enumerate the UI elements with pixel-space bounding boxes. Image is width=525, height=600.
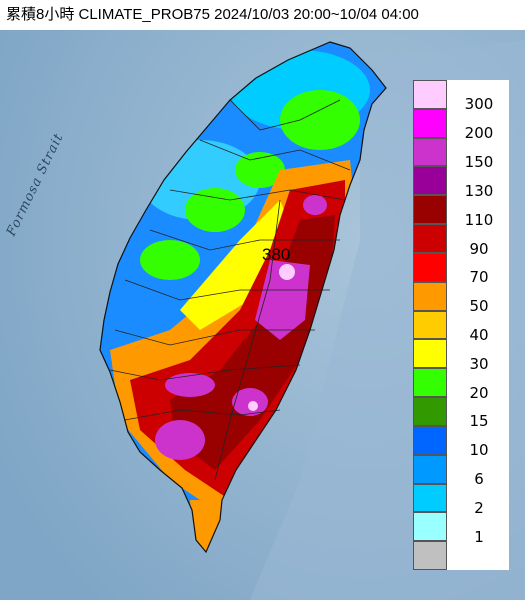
legend-swatch	[413, 541, 447, 570]
legend-swatch	[413, 368, 447, 398]
rain-zone-green-2	[185, 188, 245, 232]
legend-label: 10	[469, 441, 489, 460]
rain-zone-yellow	[180, 200, 300, 330]
legend-label: 15	[469, 412, 489, 431]
legend-swatch	[413, 281, 447, 311]
legend-swatch	[413, 483, 447, 513]
legend-swatch	[413, 339, 447, 369]
map-title: 累積8小時 CLIMATE_PROB75 2024/10/03 20:00~10…	[0, 0, 525, 30]
coastline	[99, 41, 387, 554]
legend-label: 20	[469, 383, 489, 402]
legend-swatch	[413, 108, 447, 138]
legend-label: 6	[474, 470, 484, 489]
legend-swatch	[413, 252, 447, 282]
legend-label: 200	[464, 124, 494, 143]
rain-zone-pink-2	[248, 401, 258, 411]
rain-zone-magenta-4	[165, 373, 215, 397]
legend-label: 40	[469, 326, 489, 344]
legend-label: 1	[474, 527, 484, 546]
legend-label: 2	[474, 498, 484, 517]
rain-zone-green-4	[235, 152, 285, 188]
legend-label: 30	[469, 354, 489, 373]
rain-zone-green-3	[140, 240, 200, 280]
legend-label: 110	[464, 210, 494, 229]
county-borders	[109, 99, 351, 481]
legend-swatch	[413, 195, 447, 225]
rain-zone-max	[279, 264, 295, 280]
legend-label: 300	[464, 95, 494, 114]
rain-zone-south-tip	[190, 500, 230, 552]
rain-zone-magenta-1	[255, 260, 310, 340]
rain-field	[110, 50, 370, 552]
max-value-label: 380	[262, 245, 291, 264]
legend-swatch	[413, 425, 447, 455]
legend-swatch	[413, 224, 447, 253]
rain-zone-green-1	[280, 90, 360, 150]
legend-swatch	[413, 512, 447, 542]
legend-label: 70	[469, 268, 489, 287]
legend-swatch	[413, 310, 447, 340]
legend-label: 130	[464, 181, 494, 200]
legend-swatch	[413, 80, 447, 109]
legend-label: 90	[469, 239, 489, 258]
rain-zone-magenta-5	[303, 195, 327, 215]
legend-label: 50	[469, 297, 489, 316]
rain-zone-magenta-3	[155, 420, 205, 460]
legend-label: 150	[464, 153, 494, 172]
legend-swatch	[413, 166, 447, 196]
legend-swatch	[413, 137, 447, 167]
legend: 300 200 150 130 110 90 70 50 40 30 20 15 10 6 2 1	[413, 80, 509, 570]
legend-swatch	[413, 454, 447, 484]
legend-swatch	[413, 397, 447, 426]
